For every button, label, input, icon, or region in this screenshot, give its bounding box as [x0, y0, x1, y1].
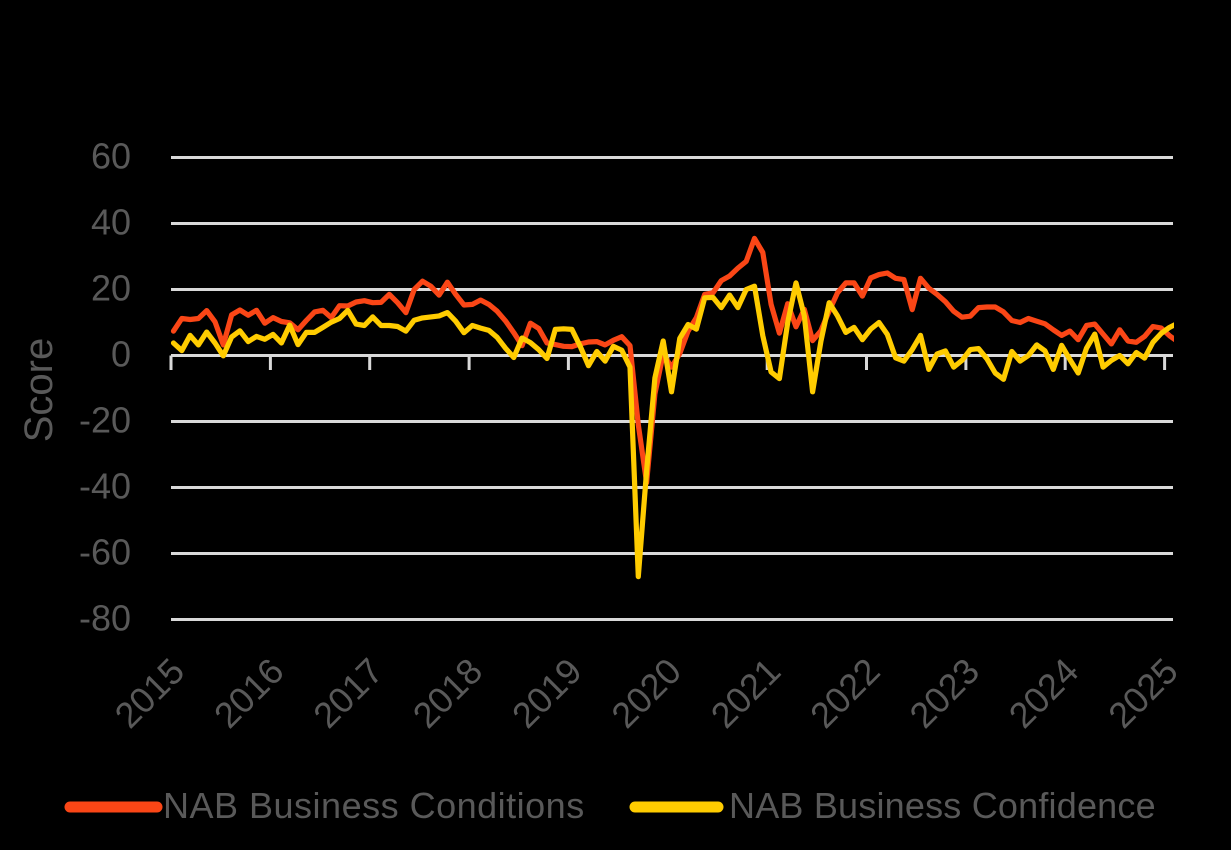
svg-text:Score: Score	[17, 338, 61, 443]
svg-text:-20: -20	[79, 400, 131, 441]
svg-text:40: 40	[91, 202, 131, 243]
svg-text:0: 0	[111, 334, 131, 375]
svg-text:NAB Business Conditions: NAB Business Conditions	[163, 785, 585, 826]
svg-text:20: 20	[91, 268, 131, 309]
svg-text:60: 60	[91, 136, 131, 177]
svg-text:-60: -60	[79, 532, 131, 573]
svg-text:NAB Business Confidence: NAB Business Confidence	[729, 785, 1156, 826]
svg-text:-40: -40	[79, 466, 131, 507]
svg-text:-80: -80	[79, 598, 131, 639]
